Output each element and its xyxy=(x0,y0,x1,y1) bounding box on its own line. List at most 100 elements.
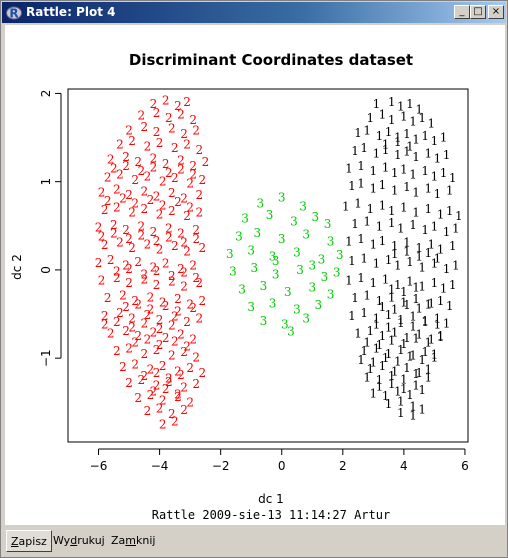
data-point: 2 xyxy=(192,377,200,391)
data-point: 2 xyxy=(174,387,182,401)
data-point: 2 xyxy=(137,108,145,122)
data-point: 2 xyxy=(153,106,161,120)
data-point: 3 xyxy=(235,229,243,243)
data-point: 2 xyxy=(125,341,133,355)
data-point: 1 xyxy=(376,129,384,143)
data-point: 1 xyxy=(431,257,439,271)
data-point: 1 xyxy=(376,373,384,387)
data-point: 2 xyxy=(159,175,167,189)
data-point: 1 xyxy=(412,292,420,306)
data-point: 1 xyxy=(397,221,405,235)
data-point: 1 xyxy=(400,372,408,386)
data-point: 1 xyxy=(397,313,405,327)
data-point: 2 xyxy=(162,299,170,313)
data-point: 2 xyxy=(156,322,164,336)
data-point: 1 xyxy=(379,359,387,373)
data-point: 2 xyxy=(189,259,197,273)
data-point: 1 xyxy=(351,217,359,231)
maximize-button[interactable]: □ xyxy=(470,5,486,19)
data-point: 1 xyxy=(421,129,429,143)
data-point: 3 xyxy=(226,247,234,261)
print-button[interactable]: Wydrukuj xyxy=(49,530,109,552)
data-point: 2 xyxy=(110,161,118,175)
data-point: 1 xyxy=(363,289,371,303)
data-point: 2 xyxy=(122,223,130,237)
data-point: 1 xyxy=(388,282,396,296)
data-point: 3 xyxy=(336,248,344,262)
data-point: 2 xyxy=(116,138,124,152)
data-point: 1 xyxy=(373,146,381,160)
y-tick-label: −1 xyxy=(39,349,53,367)
data-point: 1 xyxy=(376,379,384,393)
data-point: 3 xyxy=(293,303,301,317)
data-point: 1 xyxy=(370,237,378,251)
data-point: 1 xyxy=(446,299,454,313)
x-axis: −6 −4 −2 0 2 4 6 xyxy=(90,448,469,473)
data-point: 1 xyxy=(351,144,359,158)
data-point: 1 xyxy=(434,318,442,332)
data-point: 2 xyxy=(192,223,200,237)
data-point: 1 xyxy=(437,329,445,343)
data-point: 2 xyxy=(113,265,121,279)
data-point: 1 xyxy=(443,148,451,162)
close-button[interactable]: Zamknij xyxy=(107,530,159,552)
data-point: 1 xyxy=(428,116,436,130)
data-point: 1 xyxy=(391,364,399,378)
close-window-button[interactable]: × xyxy=(488,5,504,19)
data-point: 2 xyxy=(199,294,207,308)
data-point: 1 xyxy=(431,169,439,183)
data-point: 2 xyxy=(177,262,185,276)
data-point: 1 xyxy=(400,162,408,176)
data-point: 2 xyxy=(153,343,161,357)
data-point: 2 xyxy=(144,237,152,251)
data-point: 2 xyxy=(137,164,145,178)
data-point: 2 xyxy=(150,260,158,274)
data-point: 1 xyxy=(403,236,411,250)
data-point: 2 xyxy=(186,395,194,409)
y-tick-label: 0 xyxy=(39,266,53,274)
data-point: 1 xyxy=(370,182,378,196)
button-bar: Zapisz Wydrukuj Zamknij xyxy=(3,525,507,557)
title-bar[interactable]: R Rattle: Plot 4 _ □ × xyxy=(2,2,506,23)
data-point: 1 xyxy=(388,369,396,383)
minimize-icon: _ xyxy=(459,6,465,17)
data-points: 1 1 1 1 11 1 1 1 1 1 11 1 1 1 1 1 1 1 1 11 1 1 1 1 1 1 1 1 11 1 1 1 1 1 1 1… xyxy=(95,93,463,431)
data-point: 1 xyxy=(382,351,390,365)
data-point: 1 xyxy=(357,232,365,246)
data-point: 2 xyxy=(199,173,207,187)
data-point: 2 xyxy=(159,394,167,408)
data-point: 2 xyxy=(202,155,210,169)
save-button[interactable]: Zapisz xyxy=(6,530,52,552)
data-point: 1 xyxy=(360,344,368,358)
data-point: 1 xyxy=(412,185,420,199)
data-point: 1 xyxy=(366,202,374,216)
data-point: 1 xyxy=(418,402,426,416)
data-point: 1 xyxy=(412,132,420,146)
data-point: 2 xyxy=(153,379,161,393)
data-point: 1 xyxy=(424,146,432,160)
data-point: 2 xyxy=(199,241,207,255)
data-point: 1 xyxy=(379,198,387,212)
print-label-post: rukuj xyxy=(77,534,105,547)
data-point: 2 xyxy=(128,320,136,334)
data-point: 1 xyxy=(363,123,371,137)
data-point: 2 xyxy=(177,153,185,167)
data-point: 3 xyxy=(247,243,255,257)
data-point: 2 xyxy=(104,291,112,305)
data-point: 1 xyxy=(437,243,445,257)
data-point: 2 xyxy=(177,227,185,241)
data-point: 1 xyxy=(409,349,417,363)
data-point: 2 xyxy=(171,334,179,348)
data-point: 3 xyxy=(278,191,286,205)
data-point: 3 xyxy=(327,235,335,249)
data-point: 2 xyxy=(147,303,155,317)
data-point: 1 xyxy=(440,131,448,145)
save-label-post: apisz xyxy=(18,535,47,548)
minimize-button[interactable]: _ xyxy=(454,5,470,19)
data-point: 2 xyxy=(141,267,149,281)
data-point: 2 xyxy=(113,183,121,197)
data-point: 2 xyxy=(168,204,176,218)
data-point: 1 xyxy=(379,329,387,343)
data-point: 2 xyxy=(177,162,185,176)
data-point: 2 xyxy=(186,297,194,311)
